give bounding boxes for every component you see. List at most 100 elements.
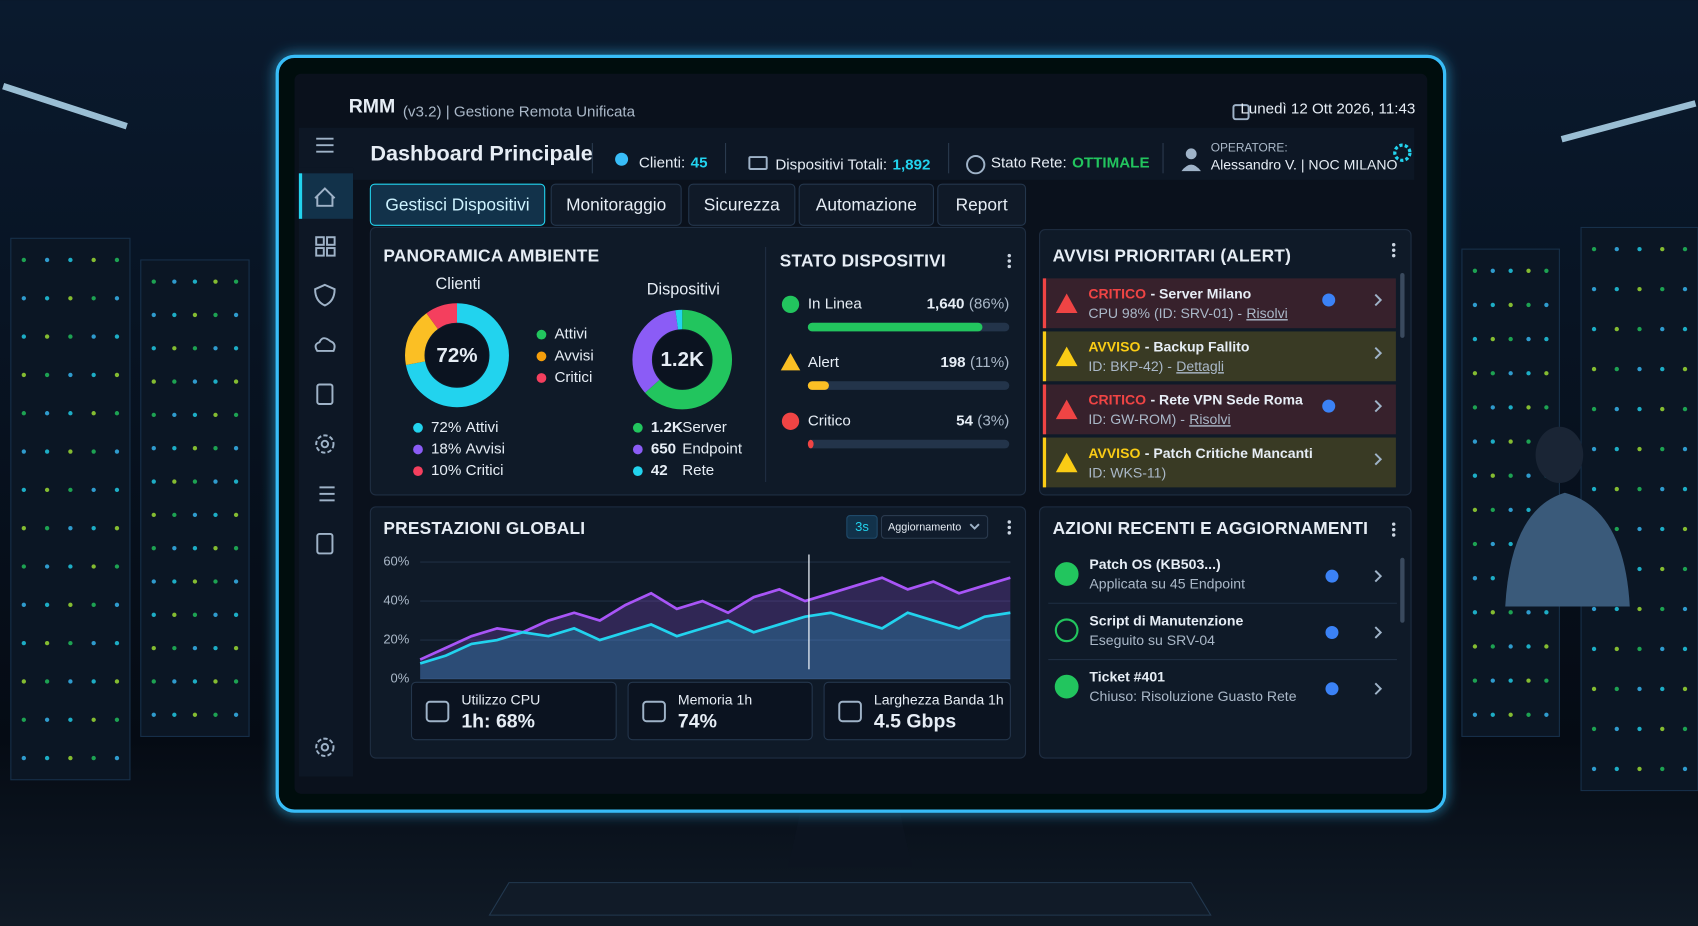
- rack-led: [44, 487, 50, 493]
- settings-icon: [315, 737, 335, 757]
- sidebar-item[interactable]: [314, 283, 336, 307]
- progress-track: [807, 381, 1010, 390]
- rack-led: [114, 679, 120, 684]
- alert-item[interactable]: AVVISO - Backup Fallito ID: BKP-42) - Detta…: [1042, 331, 1396, 382]
- legend-dot: [536, 329, 547, 340]
- alert-detail: CPU 98% (ID: SRV-01) - Risolvi: [1088, 305, 1287, 321]
- tab[interactable]: Automazione: [798, 183, 935, 226]
- sidebar-item[interactable]: [314, 187, 336, 207]
- rack-led: [1660, 486, 1665, 492]
- action-icon: [1054, 562, 1079, 586]
- chevron: [1374, 570, 1383, 583]
- rack-led: [1508, 371, 1513, 376]
- server-rack: [140, 259, 250, 737]
- list-name: Critici: [466, 462, 504, 479]
- donut-segment: [405, 303, 509, 408]
- server-rack: [10, 237, 131, 781]
- info-icon: [1325, 625, 1339, 639]
- donut-segment: [632, 309, 733, 410]
- settings-button[interactable]: [1393, 143, 1412, 162]
- rack-led: [1508, 405, 1513, 410]
- rack-led: [1508, 302, 1513, 308]
- action-item[interactable]: Ticket #401 Chiuso: Risoluzione Guasto Re…: [1054, 669, 1383, 704]
- sidebar-item[interactable]: [316, 532, 334, 555]
- rack-led: [172, 346, 177, 351]
- tab-bg: [688, 183, 796, 226]
- rack-led: [1526, 712, 1531, 717]
- status-icon: [780, 353, 801, 371]
- rack-led: [114, 526, 120, 531]
- info-icon: [1322, 293, 1336, 307]
- sidebar-icons: [314, 187, 336, 757]
- alert-title: CRITICO - Rete VPN Sede Roma: [1088, 391, 1303, 407]
- alert-item[interactable]: CRITICO - Rete VPN Sede Roma ID: GW-ROM) -…: [1042, 384, 1396, 435]
- tab-bg: [369, 183, 546, 226]
- rack-led: [44, 372, 50, 378]
- alert-level: AVVISO: [1088, 445, 1140, 461]
- rack-led: [1544, 644, 1549, 649]
- rack-led: [44, 257, 50, 263]
- rack-led: [213, 279, 218, 284]
- metric-card: [627, 681, 813, 741]
- alert-detail-text: CPU 98% (ID: SRV-01) -: [1088, 305, 1242, 321]
- rack-led: [172, 279, 177, 284]
- kebab-menu[interactable]: [1391, 243, 1396, 258]
- interval-chip[interactable]: [846, 514, 878, 539]
- rack-led: [68, 640, 73, 646]
- rack-led: [1490, 541, 1495, 547]
- alert-border: [1042, 331, 1047, 382]
- rack-led: [1472, 268, 1478, 273]
- rack-led: [1508, 541, 1513, 547]
- alert-item[interactable]: AVVISO - Patch Critiche Mancanti ID: WKS-1…: [1042, 437, 1396, 488]
- alert-item[interactable]: CRITICO - Server Milano CPU 98% (ID: SRV-0…: [1042, 278, 1396, 329]
- rack-led: [21, 564, 26, 569]
- rack-led: [91, 602, 96, 607]
- kebab-menu[interactable]: [1391, 522, 1396, 537]
- rack-led: [1526, 473, 1531, 478]
- action-title: Script di Manutenzione: [1089, 612, 1243, 628]
- rack-led: [172, 446, 177, 451]
- tab-label: Report: [956, 194, 1008, 214]
- rack-led: [1490, 575, 1495, 581]
- rack-led: [213, 679, 218, 684]
- sidebar-item[interactable]: [315, 737, 335, 757]
- tab[interactable]: Sicurezza: [688, 183, 796, 226]
- rack-led: [1637, 686, 1642, 692]
- rack-led: [68, 755, 73, 761]
- rack-led: [233, 412, 239, 418]
- alert-title: CRITICO - Server Milano: [1088, 285, 1251, 301]
- cloud-icon: [314, 337, 336, 352]
- operator-icon: [1185, 148, 1197, 160]
- tab[interactable]: Monitoraggio: [550, 183, 682, 226]
- rack-led: [114, 564, 120, 569]
- kebab-menu[interactable]: [1007, 253, 1012, 269]
- kebab-menu[interactable]: [1007, 520, 1012, 535]
- rack-led: [1682, 526, 1688, 532]
- rack-led: [44, 717, 50, 722]
- chevron: [1374, 346, 1383, 360]
- sidebar-item[interactable]: [315, 434, 335, 454]
- rack-led: [233, 512, 239, 518]
- action-item[interactable]: Script di Manutenzione Eseguito su SRV-04: [1054, 612, 1383, 648]
- refresh-dropdown[interactable]: [880, 514, 989, 539]
- kebab-dot: [1391, 533, 1396, 537]
- devices-label: Dispositivi Totali:: [775, 157, 887, 174]
- kebab-dot: [1391, 248, 1396, 252]
- menu-icon[interactable]: [316, 137, 334, 153]
- sidebar-item[interactable]: [319, 486, 335, 502]
- tab[interactable]: Gestisci Dispositivi: [369, 183, 546, 226]
- rack-led: [1682, 686, 1688, 692]
- info-icon: [1325, 682, 1339, 696]
- chevron: [1374, 626, 1383, 639]
- rack-led: [1591, 366, 1597, 372]
- sidebar-item[interactable]: [314, 337, 336, 352]
- sidebar-item[interactable]: [315, 236, 336, 257]
- rack-led: [1472, 678, 1478, 683]
- tab[interactable]: Report: [937, 183, 1027, 226]
- sidebar-item[interactable]: [316, 383, 334, 405]
- rack-led: [1544, 405, 1549, 410]
- home-icon: [314, 187, 336, 207]
- action-item[interactable]: Patch OS (KB503...) Applicata su 45 Endpo…: [1054, 556, 1383, 592]
- rack-led: [1660, 686, 1665, 692]
